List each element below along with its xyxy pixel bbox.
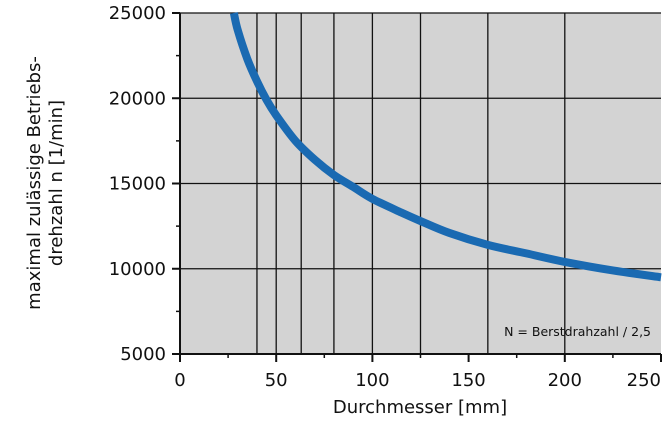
x-tick-label-100: 100 (355, 370, 389, 391)
x-tick-label-0: 0 (174, 370, 185, 391)
y-axis-title-line-2: drehzahl n [1/min] (46, 100, 67, 266)
x-tick-label-250: 250 (627, 370, 661, 391)
x-tick-label-50: 50 (265, 370, 288, 391)
y-axis-title-line-1: maximal zulässige Betriebs- (24, 56, 45, 310)
x-tick-label-150: 150 (451, 370, 485, 391)
y-axis-title: maximal zulässige Betriebs- drehzahl n [… (24, 56, 67, 310)
x-tick-label-200: 200 (548, 370, 582, 391)
x-axis-title: Durchmesser [mm] (333, 397, 507, 418)
y-tick-label-15000: 15000 (109, 174, 166, 195)
y-tick-label-5000: 5000 (120, 344, 166, 365)
series-layer (229, 12, 662, 282)
y-tick-label-25000: 25000 (109, 3, 166, 24)
y-ticks: 5000 10000 15000 20000 25000 (109, 3, 180, 365)
y-tick-label-20000: 20000 (109, 88, 166, 109)
series-line-0 (229, 12, 662, 282)
y-tick-label-10000: 10000 (109, 259, 166, 280)
x-ticks: 0 50 100 150 200 250 (174, 354, 662, 391)
annotation-note: N = Berstdrahzahl / 2,5 (504, 324, 651, 339)
